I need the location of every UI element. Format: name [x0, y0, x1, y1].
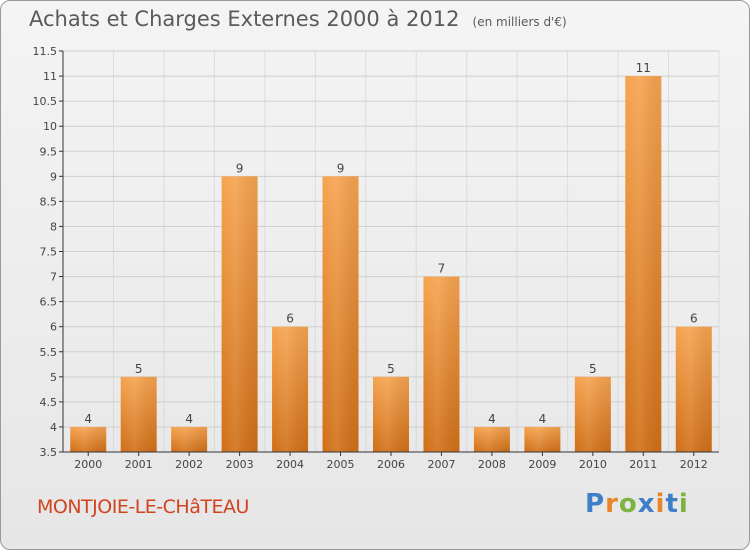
x-tick-label: 2003	[226, 458, 254, 471]
bar-shine	[120, 376, 157, 452]
y-tick-label: 4	[50, 421, 57, 434]
bar-shine	[373, 376, 409, 452]
x-tick-label: 2005	[327, 458, 355, 471]
y-tick-label: 8	[50, 220, 57, 233]
x-tick-label: 2008	[478, 458, 506, 471]
y-tick-label: 9	[50, 170, 57, 183]
x-tick-label: 2001	[125, 458, 153, 471]
y-tick-label: 7	[50, 271, 57, 284]
x-tick-label: 2012	[680, 458, 708, 471]
y-tick-label: 6.5	[40, 296, 58, 309]
bar-value-label: 9	[236, 161, 244, 175]
axes	[59, 50, 719, 456]
bar-value-label: 7	[438, 262, 446, 276]
bar-value-label: 4	[488, 412, 496, 426]
x-tick-label: 2011	[629, 458, 657, 471]
chart-title: Achats et Charges Externes 2000 à 2012	[29, 7, 460, 31]
y-tick-label: 3.5	[40, 446, 58, 459]
y-tick-label: 5	[50, 371, 57, 384]
bar-shine	[322, 176, 359, 452]
bar-shine	[221, 176, 258, 452]
bar-value-label: 6	[286, 312, 294, 326]
bar-shine	[473, 426, 510, 452]
x-tick-label: 2010	[579, 458, 607, 471]
bar-shine	[272, 326, 309, 452]
bar-shine	[423, 276, 460, 452]
y-tick-label: 11.5	[33, 45, 58, 58]
y-tick-label: 5.5	[40, 346, 58, 359]
bars	[70, 76, 712, 452]
bar-value-label: 6	[690, 312, 698, 326]
y-tick-label: 6	[50, 321, 57, 334]
x-tick-label: 2009	[528, 458, 556, 471]
y-tick-label: 10	[43, 120, 57, 133]
bar-value-label: 5	[387, 362, 395, 376]
bar-value-label: 11	[636, 61, 651, 75]
bar-value-label: 4	[539, 412, 547, 426]
bar-value-label: 5	[589, 362, 597, 376]
y-tick-label: 4.5	[40, 396, 58, 409]
bar-shine	[524, 426, 561, 452]
bar-shine	[70, 426, 107, 452]
bar-value-label: 5	[135, 362, 143, 376]
x-tick-label: 2002	[175, 458, 203, 471]
labels: 3.5 4 4.5 5 5.5 6 6.5 7 7.5 8 8.5 9 9.5 10 10.5 11 11.5 4…	[33, 45, 708, 471]
bar-shine	[171, 426, 208, 452]
location-label: MONTJOIE-LE-CHâTEAU	[37, 496, 249, 518]
bar-shine	[625, 76, 662, 452]
brand-logo: Proxiti	[585, 489, 689, 519]
y-tick-label: 11	[43, 70, 57, 83]
bar-shine	[574, 376, 611, 452]
bar-shine	[675, 326, 712, 452]
y-tick-label: 8.5	[40, 195, 58, 208]
x-tick-label: 2006	[377, 458, 405, 471]
bar-value-label: 9	[337, 161, 345, 175]
x-tick-label: 2004	[276, 458, 304, 471]
y-tick-label: 9.5	[40, 145, 58, 158]
x-tick-label: 2007	[427, 458, 455, 471]
x-tick-label: 2000	[74, 458, 102, 471]
chart-subtitle: (en milliers d'€)	[472, 15, 567, 29]
y-tick-label: 10.5	[33, 95, 58, 108]
bar-value-label: 4	[84, 412, 92, 426]
y-tick-label: 7.5	[40, 246, 58, 259]
bar-value-label: 4	[185, 412, 193, 426]
title-row: Achats et Charges Externes 2000 à 2012 (…	[29, 7, 567, 31]
